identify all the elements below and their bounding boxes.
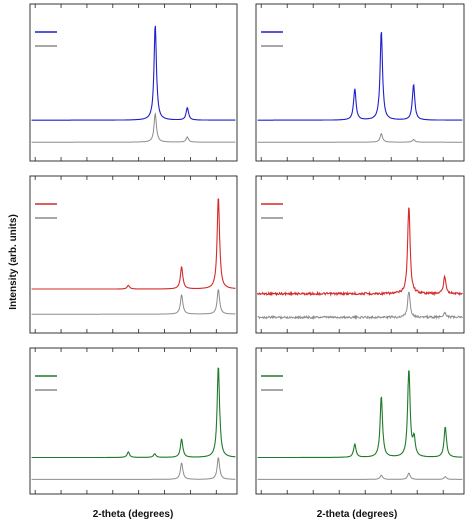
panel-e [29, 347, 238, 495]
series-line-annealed [31, 367, 236, 459]
x-axis-label-right: 2-theta (degrees) [317, 509, 398, 520]
y-axis-label: Intensity (arb. units) [8, 214, 19, 310]
plot-frame [29, 347, 238, 495]
series-line-annealed [31, 25, 236, 121]
panel-d [255, 175, 465, 334]
series-line-annealed [31, 198, 236, 290]
series-line-as-synthesized [257, 291, 463, 320]
plot-frame [29, 3, 238, 162]
panel-c [29, 175, 238, 334]
series-line-as-synthesized [257, 132, 463, 143]
plot-frame [29, 175, 238, 334]
panel-a [29, 3, 238, 162]
panel-b [255, 3, 465, 162]
series-line-as-synthesized [31, 112, 236, 143]
series-line-annealed [257, 370, 463, 459]
series-line-as-synthesized [31, 289, 236, 315]
plot-frame [255, 347, 465, 495]
series-line-annealed [257, 207, 463, 297]
series-line-as-synthesized [31, 457, 236, 480]
series-line-as-synthesized [257, 472, 463, 480]
plot-frame [255, 175, 465, 334]
series-line-annealed [257, 31, 463, 121]
panel-f [255, 347, 465, 495]
panels [29, 3, 465, 495]
plot-frame [255, 3, 465, 162]
x-axis-label-left: 2-theta (degrees) [93, 509, 174, 520]
